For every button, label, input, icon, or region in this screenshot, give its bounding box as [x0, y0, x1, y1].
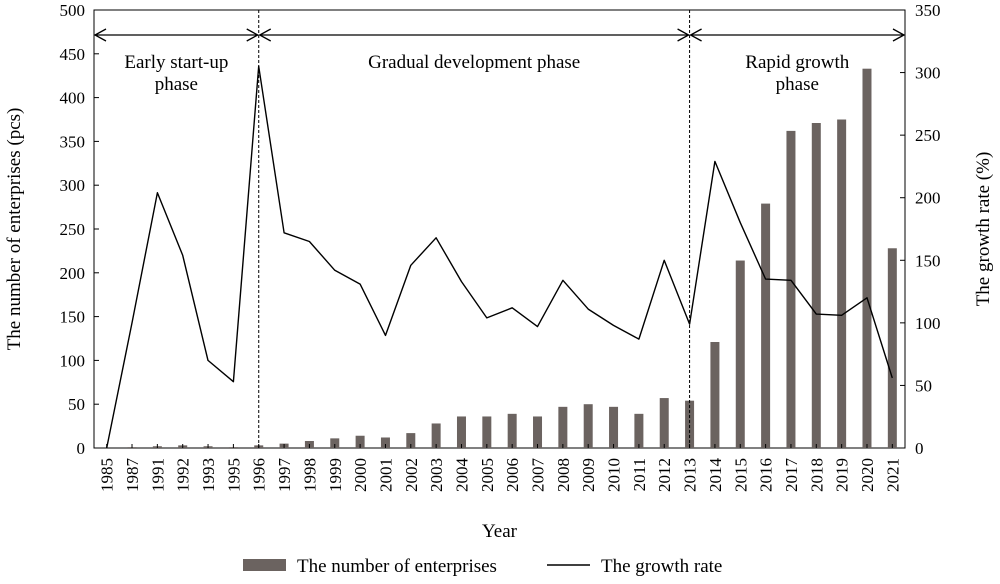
x-tick-label: 2019	[833, 458, 852, 492]
x-tick-label: 2008	[554, 458, 573, 492]
x-tick-label: 2009	[579, 458, 598, 492]
bar	[887, 248, 897, 448]
legend-swatch-bars	[243, 559, 286, 571]
phase-arrow-head	[258, 28, 272, 42]
y-tick-label: 450	[60, 45, 86, 64]
bar	[507, 413, 517, 448]
x-tick-label: 2012	[655, 458, 674, 492]
y2-axis-title: The growth rate (%)	[973, 152, 994, 307]
bar	[735, 260, 745, 448]
phase-arrow-head	[677, 28, 690, 42]
x-tick-label: 2001	[376, 458, 395, 492]
y-tick-label: 100	[60, 351, 86, 370]
x-tick-label: 2004	[452, 458, 471, 493]
phase-label: phase	[776, 74, 819, 95]
x-tick-label: 2018	[807, 458, 826, 492]
y-tick-label: 50	[68, 395, 85, 414]
y-tick-label: 250	[60, 220, 86, 239]
x-axis-title: Year	[482, 521, 518, 542]
bar	[558, 406, 568, 448]
x-tick-label: 2011	[630, 458, 649, 491]
x-tick-label: 1997	[275, 458, 294, 493]
bar	[685, 400, 695, 448]
phase-arrow-head	[246, 28, 260, 42]
y-tick-label: 200	[60, 264, 86, 283]
phase-arrow-head	[93, 28, 107, 42]
x-tick-label: 2002	[402, 458, 421, 492]
x-tick-label: 2014	[706, 458, 725, 493]
bar	[659, 398, 669, 448]
bar	[710, 342, 720, 448]
bar	[609, 406, 619, 448]
bar	[355, 435, 365, 448]
y-tick-label: 150	[60, 308, 86, 327]
bar	[482, 416, 492, 448]
x-tick-label: 2003	[427, 458, 446, 492]
y-tick-label: 500	[60, 1, 86, 20]
y2-tick-label: 350	[915, 1, 941, 20]
phase-arrow-head	[892, 28, 906, 42]
x-tick-label: 1987	[123, 458, 142, 493]
y2-tick-label: 300	[915, 64, 941, 83]
x-tick-label: 2020	[858, 458, 877, 492]
bar	[837, 119, 847, 448]
x-tick-label: 2021	[883, 458, 902, 492]
y-tick-label: 400	[60, 89, 86, 108]
phase-label: Early start-up	[124, 52, 228, 73]
bar	[330, 438, 340, 448]
y-tick-label: 350	[60, 132, 86, 151]
x-tick-label: 1985	[98, 458, 117, 492]
x-tick-label: 2010	[605, 458, 624, 492]
y2-tick-label: 0	[915, 439, 924, 458]
y-tick-label: 300	[60, 176, 86, 195]
x-tick-label: 2005	[478, 458, 497, 492]
phase-arrow-head	[689, 28, 702, 42]
bar	[456, 416, 466, 448]
y-tick-label: 0	[77, 439, 86, 458]
y-axis-title: The number of enterprises (pcs)	[4, 108, 25, 351]
x-tick-label: 1996	[250, 458, 269, 492]
bar	[583, 404, 593, 448]
legend-label-bars: The number of enterprises	[297, 556, 497, 577]
bar	[380, 437, 390, 448]
bar	[431, 423, 441, 448]
x-tick-label: 2013	[681, 458, 700, 492]
x-tick-label: 2000	[351, 458, 370, 492]
bar	[786, 130, 796, 448]
bar	[634, 413, 644, 448]
x-tick-label: 1999	[326, 458, 345, 492]
y2-tick-label: 250	[915, 126, 941, 145]
x-tick-label: 1991	[148, 458, 167, 492]
phase-label: Gradual development phase	[368, 52, 580, 73]
x-tick-label: 1995	[224, 458, 243, 492]
bar	[406, 433, 416, 448]
bar	[533, 416, 543, 448]
x-tick-label: 1992	[174, 458, 193, 492]
phase-label: Rapid growth	[745, 52, 849, 73]
x-tick-label: 2016	[757, 458, 776, 492]
y2-tick-label: 200	[915, 189, 941, 208]
growth-rate-line	[106, 65, 893, 449]
phase-label: phase	[155, 74, 198, 95]
y2-tick-label: 100	[915, 314, 941, 333]
x-tick-label: 1998	[300, 458, 319, 492]
bar	[811, 123, 821, 448]
bar	[761, 203, 771, 448]
y2-tick-label: 150	[915, 251, 941, 270]
legend-label-line: The growth rate	[601, 556, 722, 577]
x-tick-label: 2007	[529, 458, 548, 493]
x-tick-label: 2017	[782, 458, 801, 493]
x-tick-label: 2015	[731, 458, 750, 492]
x-tick-label: 2006	[503, 458, 522, 492]
y2-tick-label: 50	[915, 376, 932, 395]
x-tick-label: 1993	[199, 458, 218, 492]
bar	[862, 68, 872, 448]
